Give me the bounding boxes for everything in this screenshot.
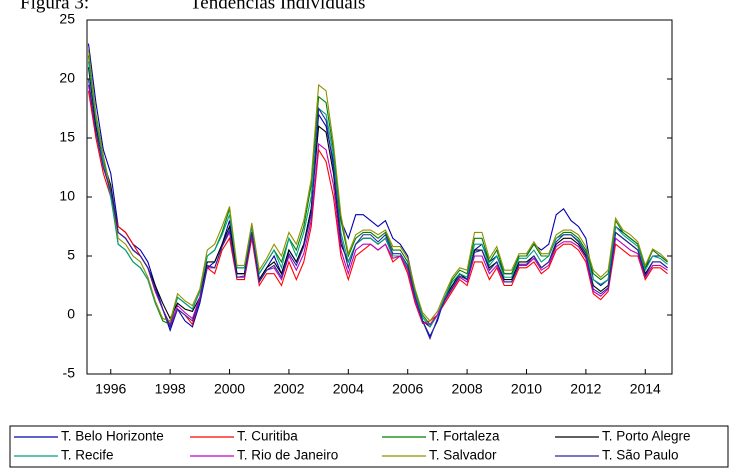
x-tick-label: 2014 <box>630 381 661 397</box>
series-line <box>87 90 668 329</box>
legend-label: T. Curitiba <box>237 429 298 444</box>
chart-subtitle: Tendências Individuais <box>190 0 365 13</box>
series-line <box>87 67 668 328</box>
x-tick-label: 2012 <box>570 381 601 397</box>
legend-label: T. Rio de Janeiro <box>237 448 338 463</box>
series-line <box>87 55 668 326</box>
legend-label: T. Porto Alegre <box>602 429 691 444</box>
x-tick-label: 2010 <box>511 381 542 397</box>
y-tick-label: 15 <box>59 129 75 145</box>
legend-frame <box>9 425 729 468</box>
legend-label: T. Fortaleza <box>429 429 500 444</box>
x-tick-label: 2002 <box>273 381 304 397</box>
chart-title: Figura 3: <box>20 0 89 13</box>
series-line <box>87 49 668 322</box>
legend-label: T. São Paulo <box>602 448 679 463</box>
y-tick-label: 25 <box>59 11 75 27</box>
series-line <box>87 84 668 326</box>
x-tick-label: 1996 <box>95 381 126 397</box>
legend-label: T. Salvador <box>429 448 497 463</box>
series-line <box>87 78 668 341</box>
y-tick-label: 5 <box>67 247 75 263</box>
y-tick-label: 0 <box>67 306 75 322</box>
x-tick-label: 2008 <box>452 381 483 397</box>
legend-label: T. Recife <box>61 448 114 463</box>
x-tick-label: 2000 <box>214 381 245 397</box>
y-tick-label: 20 <box>59 70 75 86</box>
y-tick-label: 10 <box>59 188 75 204</box>
series-line <box>87 43 668 338</box>
legend-label: T. Belo Horizonte <box>61 429 164 444</box>
x-tick-label: 2004 <box>333 381 364 397</box>
series-line <box>87 61 668 328</box>
plot-frame <box>86 19 673 375</box>
y-tick-label: -5 <box>63 365 76 381</box>
x-tick-label: 2006 <box>392 381 423 397</box>
x-tick-label: 1998 <box>155 381 186 397</box>
